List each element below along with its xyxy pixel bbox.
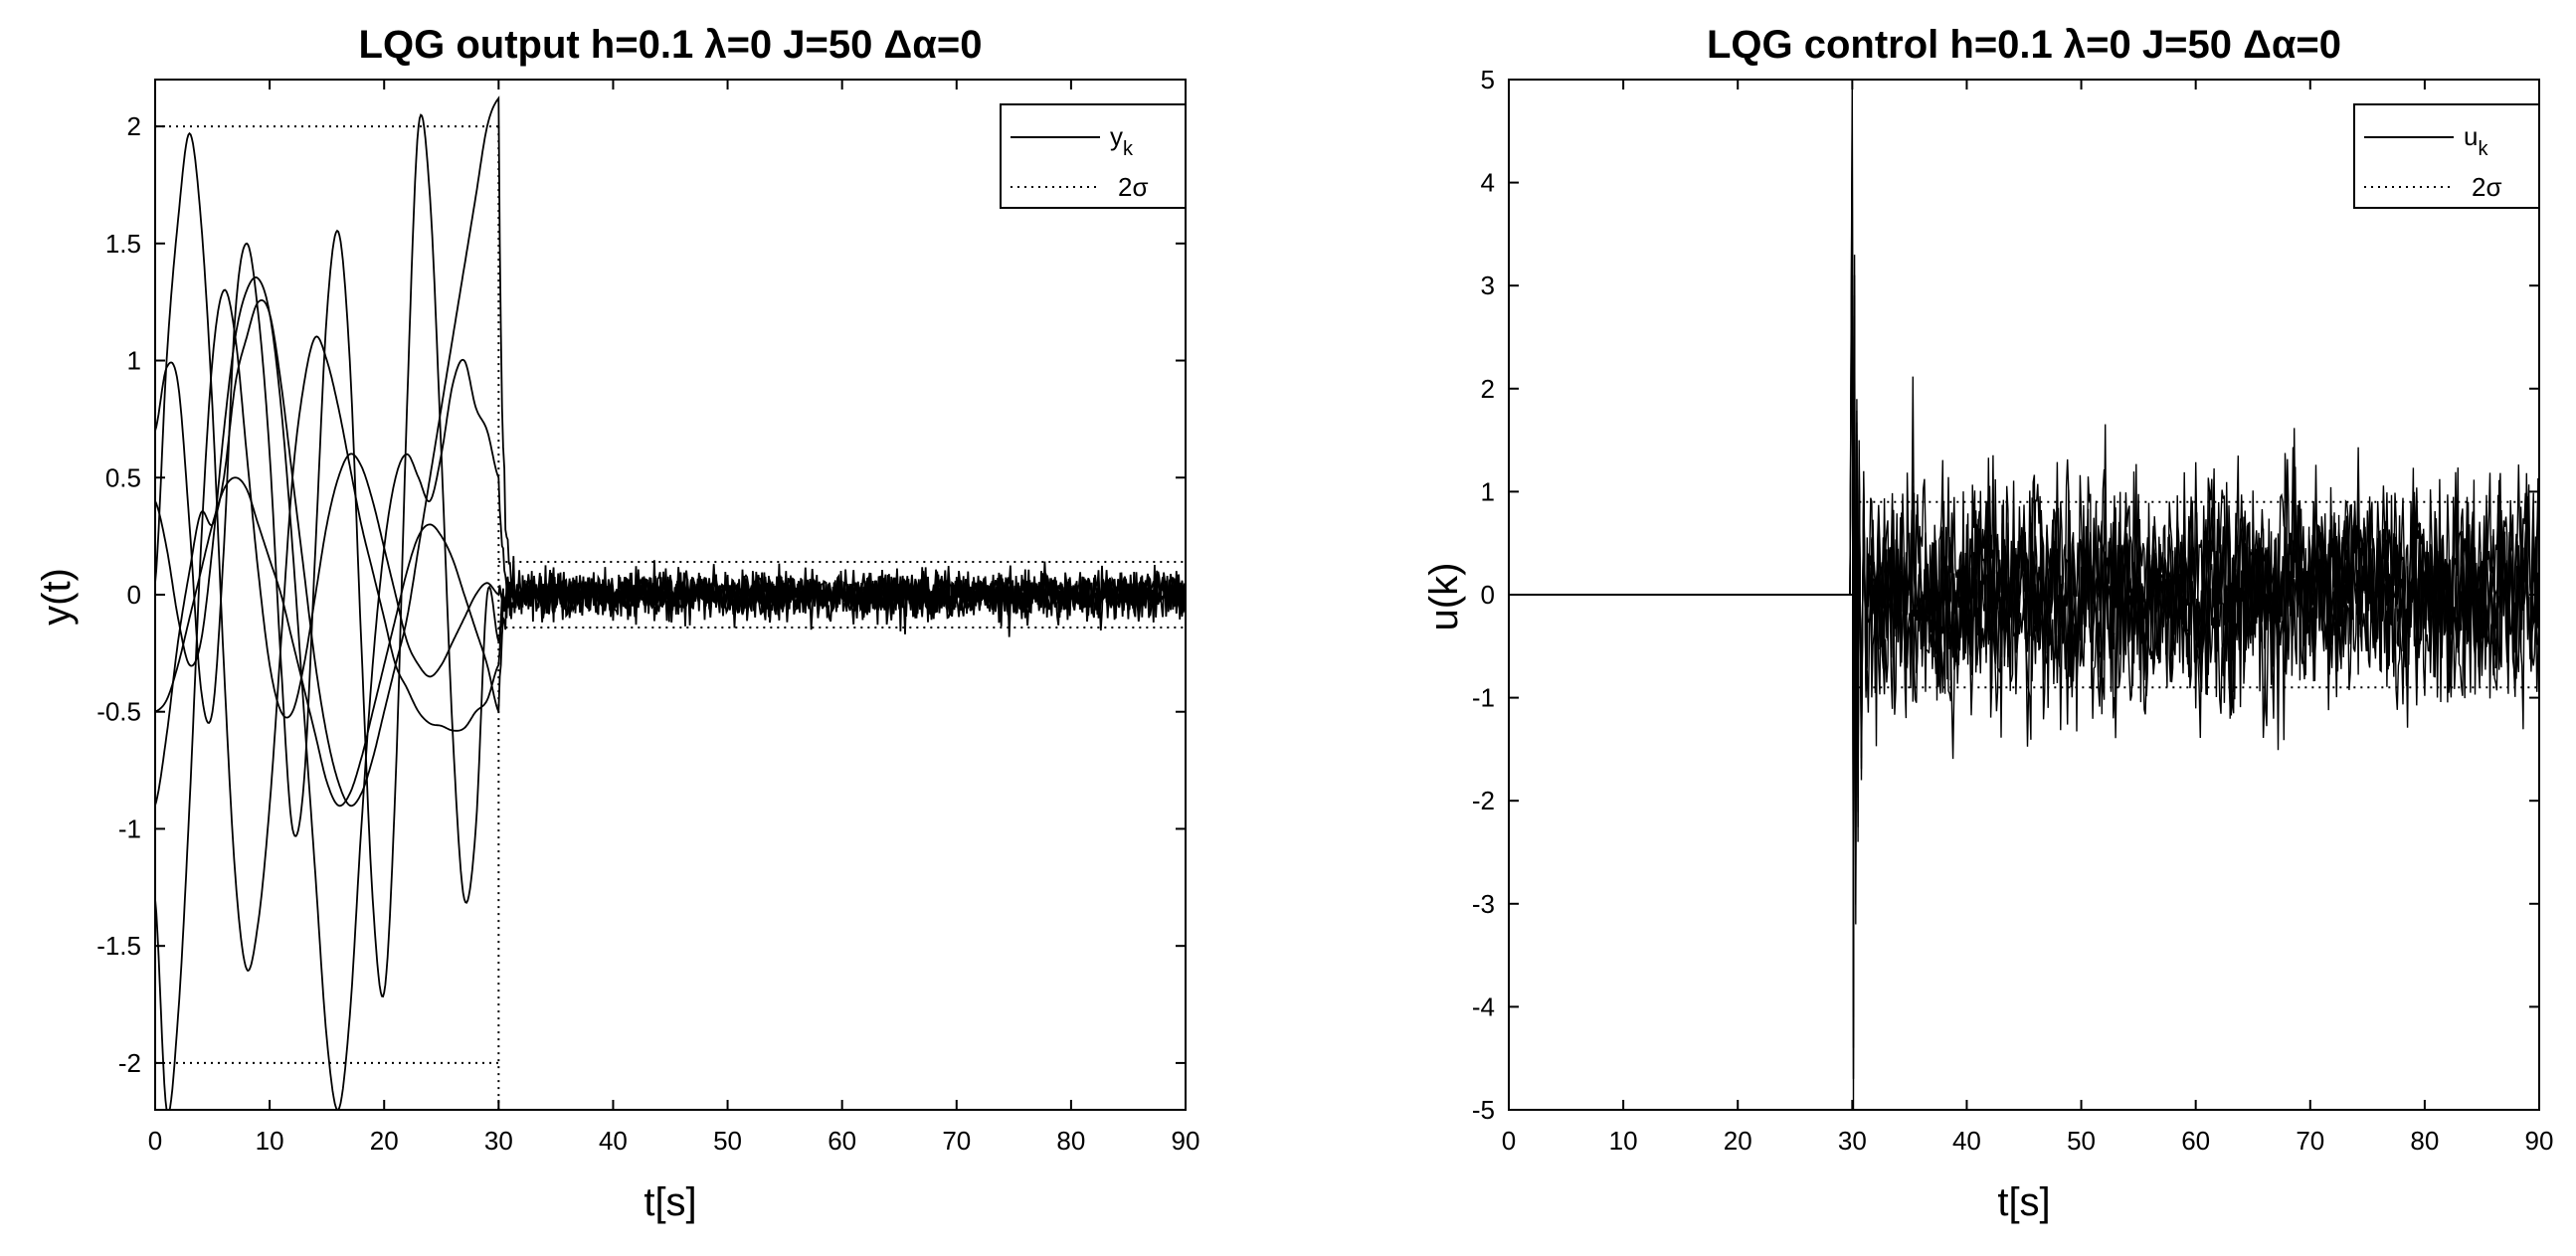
y-tick-label: -4	[1472, 991, 1495, 1021]
x-ticks: 0 10 20 30 40 50 60 70 80 90	[148, 80, 1200, 1156]
legend-box	[2353, 103, 2540, 209]
series-line	[155, 113, 1186, 998]
sigma-bounds	[155, 125, 1186, 1110]
y-tick-label: -1	[118, 813, 141, 843]
x-axis-label: t[s]	[644, 1180, 696, 1224]
y-tick-label: -0.5	[96, 697, 141, 727]
y-tick-label: 0	[1481, 580, 1495, 610]
x-tick-label: 80	[2410, 1126, 2439, 1156]
chart-title: LQG output h=0.1 λ=0 J=50 Δα=0	[359, 23, 983, 67]
x-tick-label: 30	[484, 1126, 513, 1156]
control-plot: LQG control h=0.1 λ=0 J=50 Δα=0 0 10 20 30 4…	[1422, 23, 2553, 1224]
x-tick-label: 30	[1838, 1126, 1867, 1156]
series-line	[1849, 80, 2539, 1110]
y-tick-label: 1	[127, 346, 141, 376]
x-tick-label: 50	[2067, 1126, 2096, 1156]
x-tick-label: 70	[942, 1126, 971, 1156]
x-tick-label: 10	[1609, 1126, 1638, 1156]
y-tick-label: -3	[1472, 889, 1495, 919]
x-tick-label: 40	[1952, 1126, 1981, 1156]
y-axis-label: y(t)	[35, 568, 79, 626]
y-tick-label: -2	[1472, 786, 1495, 815]
legend-box	[1000, 103, 1187, 209]
legend-entry-2sigma: 2σ	[1118, 172, 1149, 202]
y-tick-label: -2	[118, 1048, 141, 1078]
y-tick-label: 5	[1481, 65, 1495, 94]
x-tick-label: 60	[2181, 1126, 2210, 1156]
y-tick-label: 4	[1481, 168, 1495, 198]
output-plot: LQG output h=0.1 λ=0 J=50 Δα=0 0 10 20 30 40…	[35, 23, 1199, 1224]
legend: uk 2σ	[2353, 103, 2540, 209]
x-tick-label: 90	[1172, 1126, 1200, 1156]
y-tick-label: 1.5	[105, 229, 141, 259]
y-tick-label: -1.5	[96, 931, 141, 961]
chart-title: LQG control h=0.1 λ=0 J=50 Δα=0	[1707, 23, 2341, 67]
y-tick-label: 3	[1481, 270, 1495, 300]
y-tick-label: 2	[1481, 374, 1495, 404]
x-tick-label: 10	[256, 1126, 284, 1156]
x-tick-label: 20	[1724, 1126, 1752, 1156]
y-tick-label: 0.5	[105, 462, 141, 492]
legend-entry-2sigma: 2σ	[2472, 172, 2502, 202]
x-ticks: 0 10 20 30 40 50 60 70 80 90	[1502, 80, 2554, 1156]
x-tick-label: 0	[148, 1126, 162, 1156]
series-lines	[155, 95, 1186, 1110]
x-tick-label: 40	[599, 1126, 628, 1156]
legend-entry-yk: yk	[1110, 121, 1134, 160]
x-tick-label: 50	[713, 1126, 742, 1156]
y-axis-label: u(k)	[1422, 563, 1466, 631]
series-line	[155, 131, 1186, 973]
x-axis-label: t[s]	[1997, 1180, 2050, 1224]
x-tick-label: 80	[1056, 1126, 1085, 1156]
legend-entry-uk: uk	[2464, 121, 2488, 160]
x-tick-label: 70	[2296, 1126, 2324, 1156]
x-tick-label: 90	[2525, 1126, 2554, 1156]
x-tick-label: 0	[1502, 1126, 1516, 1156]
y-ticks: 5 4 3 2 1 0 -1 -2 -3 -4 -5	[1472, 65, 2539, 1125]
x-tick-label: 20	[370, 1126, 399, 1156]
legend: yk 2σ	[1000, 103, 1187, 209]
y-tick-label: 1	[1481, 476, 1495, 506]
y-tick-label: -1	[1472, 683, 1495, 713]
x-tick-label: 60	[828, 1126, 856, 1156]
series-line	[155, 476, 1186, 807]
series-line	[155, 288, 1186, 1110]
y-tick-label: 2	[127, 111, 141, 141]
y-tick-label: 0	[127, 580, 141, 610]
y-ticks: 2 1.5 1 0.5 0 -0.5 -1 -1.5 -2	[96, 111, 1186, 1078]
y-tick-label: -5	[1472, 1095, 1495, 1125]
series-lines	[1509, 80, 2539, 1110]
